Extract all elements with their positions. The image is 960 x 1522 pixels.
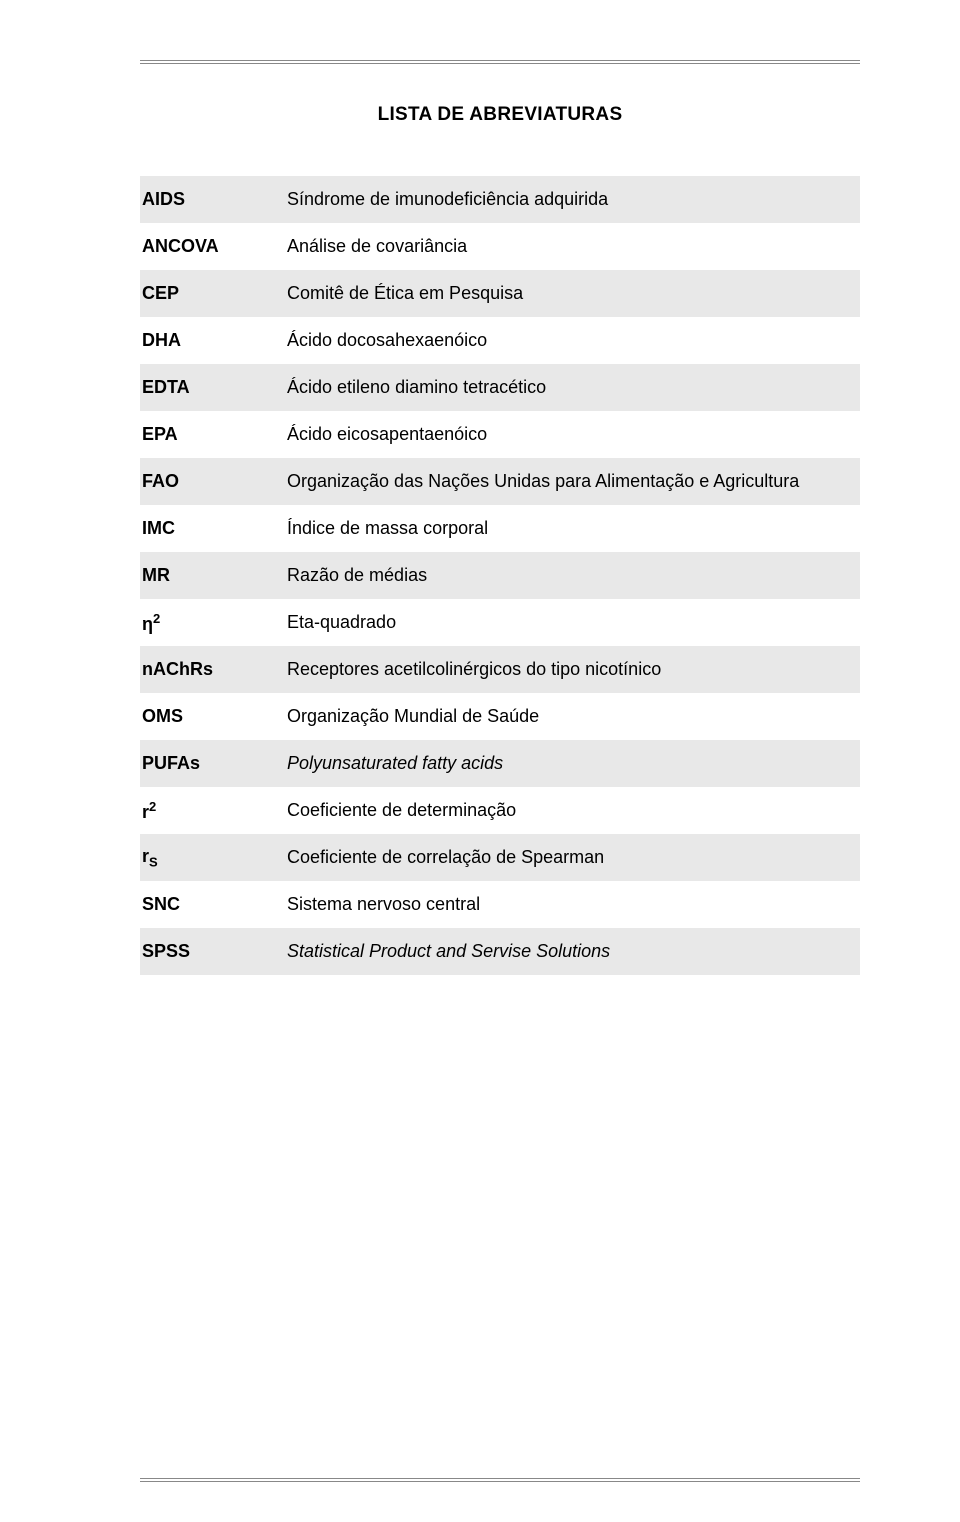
abbrev-cell: EPA (140, 411, 285, 458)
definition-cell: Organização Mundial de Saúde (285, 693, 860, 740)
definition-cell: Ácido eicosapentaenóico (285, 411, 860, 458)
abbrev-cell: η2 (140, 599, 285, 646)
table-row: MRRazão de médias (140, 552, 860, 599)
abbrev-cell: nAChRs (140, 646, 285, 693)
abbrev-cell: SNC (140, 881, 285, 928)
abbreviations-table: AIDSSíndrome de imunodeficiência adquiri… (140, 176, 860, 975)
table-row: r2Coeficiente de determinação (140, 787, 860, 834)
table-row: SPSSStatistical Product and Servise Solu… (140, 928, 860, 975)
definition-cell: Statistical Product and Servise Solution… (285, 928, 860, 975)
abbrev-cell: AIDS (140, 176, 285, 223)
definition-cell: Síndrome de imunodeficiência adquirida (285, 176, 860, 223)
abbrev-cell: OMS (140, 693, 285, 740)
definition-cell: Comitê de Ética em Pesquisa (285, 270, 860, 317)
table-row: FAOOrganização das Nações Unidas para Al… (140, 458, 860, 505)
abbrev-cell: MR (140, 552, 285, 599)
table-row: EDTAÁcido etileno diamino tetracético (140, 364, 860, 411)
definition-cell: Polyunsaturated fatty acids (285, 740, 860, 787)
definition-cell: Sistema nervoso central (285, 881, 860, 928)
table-row: EPAÁcido eicosapentaenóico (140, 411, 860, 458)
table-row: rSCoeficiente de correlação de Spearman (140, 834, 860, 881)
definition-cell: Coeficiente de determinação (285, 787, 860, 834)
abbreviations-tbody: AIDSSíndrome de imunodeficiência adquiri… (140, 176, 860, 975)
definition-cell: Coeficiente de correlação de Spearman (285, 834, 860, 881)
abbrev-cell: DHA (140, 317, 285, 364)
definition-cell: Ácido docosahexaenóico (285, 317, 860, 364)
table-row: AIDSSíndrome de imunodeficiência adquiri… (140, 176, 860, 223)
bottom-rule (140, 1478, 860, 1482)
definition-cell: Razão de médias (285, 552, 860, 599)
table-row: SNCSistema nervoso central (140, 881, 860, 928)
table-row: η2Eta-quadrado (140, 599, 860, 646)
table-row: PUFAsPolyunsaturated fatty acids (140, 740, 860, 787)
top-rule (140, 60, 860, 64)
abbrev-cell: r2 (140, 787, 285, 834)
definition-cell: Índice de massa corporal (285, 505, 860, 552)
abbrev-cell: rS (140, 834, 285, 881)
definition-cell: Organização das Nações Unidas para Alime… (285, 458, 860, 505)
table-row: nAChRsReceptores acetilcolinérgicos do t… (140, 646, 860, 693)
abbrev-cell: SPSS (140, 928, 285, 975)
definition-cell: Eta-quadrado (285, 599, 860, 646)
abbrev-cell: ANCOVA (140, 223, 285, 270)
definition-cell: Receptores acetilcolinérgicos do tipo ni… (285, 646, 860, 693)
table-row: CEPComitê de Ética em Pesquisa (140, 270, 860, 317)
abbrev-cell: EDTA (140, 364, 285, 411)
abbrev-cell: FAO (140, 458, 285, 505)
abbrev-cell: IMC (140, 505, 285, 552)
definition-cell: Ácido etileno diamino tetracético (285, 364, 860, 411)
abbrev-cell: CEP (140, 270, 285, 317)
definition-cell: Análise de covariância (285, 223, 860, 270)
table-row: OMSOrganização Mundial de Saúde (140, 693, 860, 740)
table-row: ANCOVAAnálise de covariância (140, 223, 860, 270)
abbrev-cell: PUFAs (140, 740, 285, 787)
page-title: LISTA DE ABREVIATURAS (140, 104, 860, 126)
table-row: IMCÍndice de massa corporal (140, 505, 860, 552)
table-row: DHAÁcido docosahexaenóico (140, 317, 860, 364)
